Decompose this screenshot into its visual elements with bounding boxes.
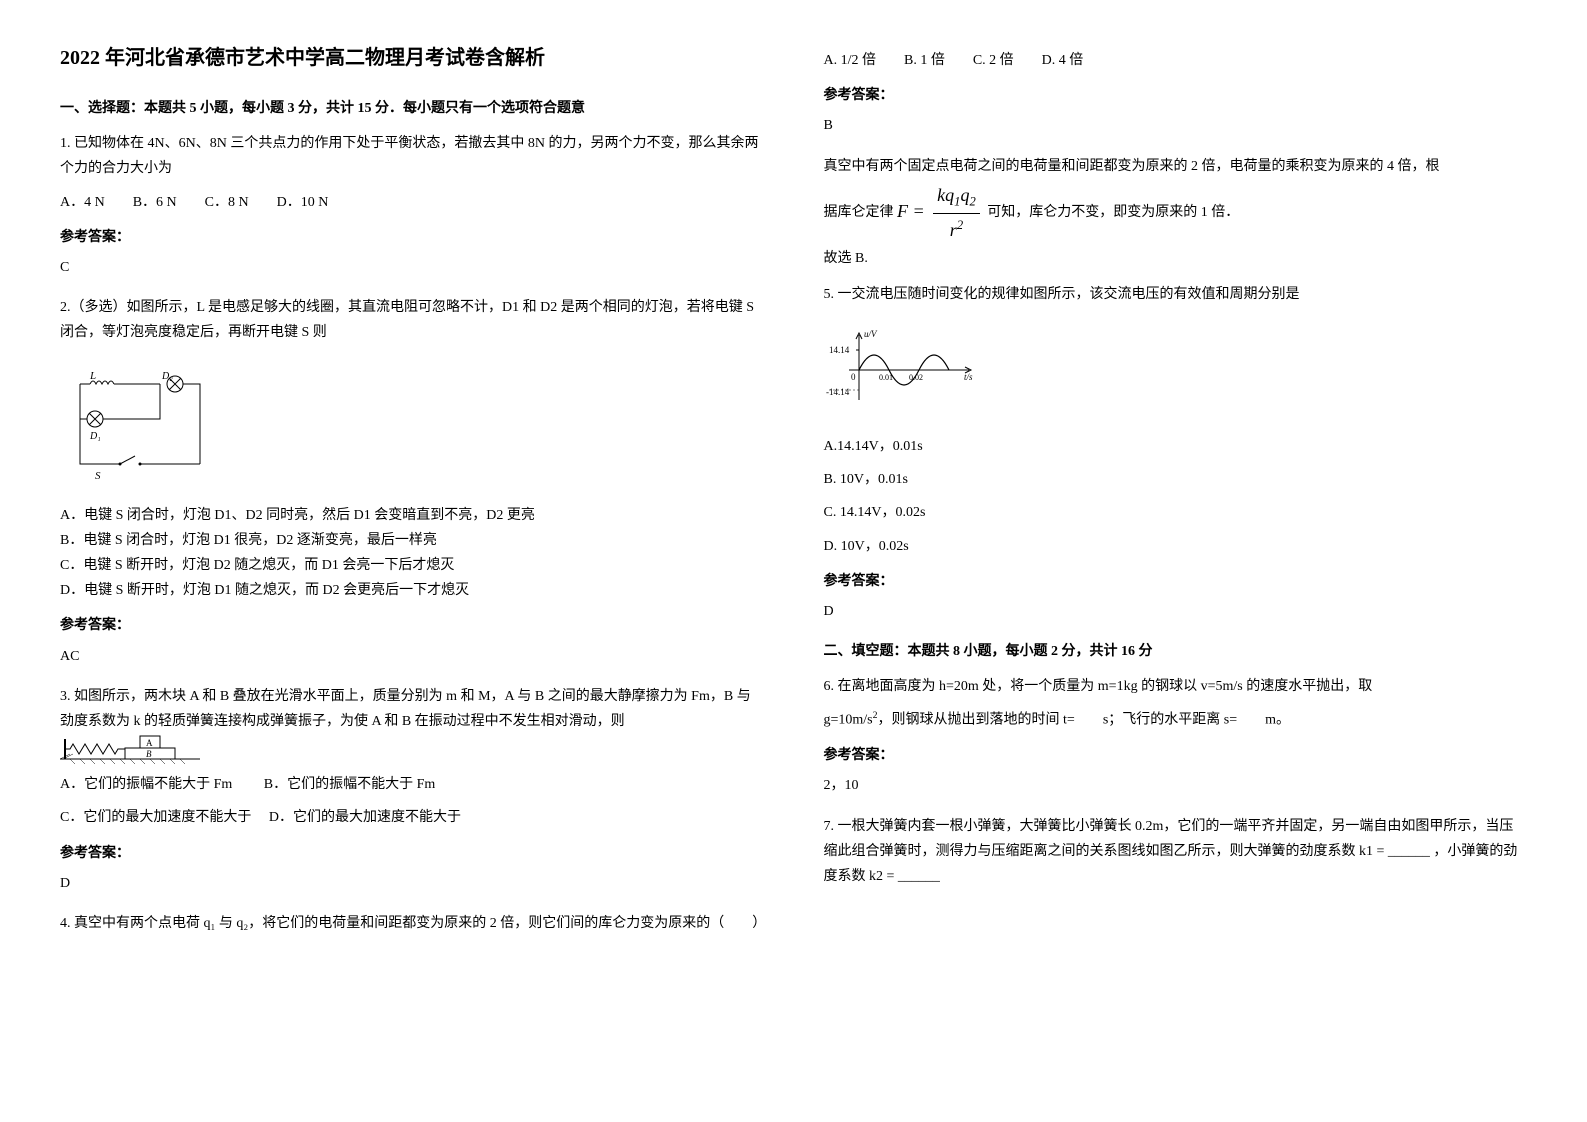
page-title: 2022 年河北省承德市艺术中学高二物理月考试卷含解析 <box>60 40 764 76</box>
q4-text: 4. 真空中有两个点电荷 q₁ 与 q₂，将它们的电荷量和间距都变为原来的 2 … <box>60 911 764 936</box>
q3-text-before: 3. 如图所示，两木块 A 和 B 叠放在光滑水平面上，质量分别为 m 和 M，… <box>60 689 751 729</box>
svg-text:D₁: D₁ <box>89 431 101 442</box>
svg-text:u/V: u/V <box>864 329 878 339</box>
q2-optB: B．电键 S 闭合时，灯泡 D1 很亮，D2 逐渐变亮，最后一样亮 <box>60 528 764 553</box>
q6-text-p1: 6. 在离地面高度为 h=20m 处，将一个质量为 m=1kg 的钢球以 v=5… <box>824 674 1528 699</box>
question-4: 4. 真空中有两个点电荷 q₁ 与 q₂，将它们的电荷量和间距都变为原来的 2 … <box>60 911 764 936</box>
q6-answer: 2，10 <box>824 773 1528 798</box>
q3-optB: B．它们的振幅不能大于 Fm <box>264 777 436 792</box>
section2-header: 二、填空题：本题共 8 小题，每小题 2 分，共计 16 分 <box>824 639 1528 664</box>
q6-p2-before: g=10m/s <box>824 713 873 728</box>
svg-text:-14.14: -14.14 <box>826 387 850 397</box>
q4-explain-line1: 真空中有两个固定点电荷之间的电荷量和间距都变为原来的 2 倍，电荷量的乘积变为原… <box>824 154 1528 179</box>
q2-optA: A．电键 S 闭合时，灯泡 D1、D2 同时亮，然后 D1 会变暗直到不亮，D2… <box>60 503 764 528</box>
q3-answer-label: 参考答案： <box>60 841 764 866</box>
q2-optC: C．电键 S 断开时，灯泡 D2 随之熄灭，而 D1 会亮一下后才熄灭 <box>60 553 764 578</box>
q2-answer: AC <box>60 644 764 669</box>
q5-optC: C. 14.14V，0.02s <box>824 500 1528 525</box>
spring-diagram: A B <box>60 734 200 764</box>
svg-text:B: B <box>146 749 152 759</box>
svg-text:A: A <box>146 738 153 748</box>
svg-text:L: L <box>89 370 96 382</box>
q3-answer: D <box>60 871 764 896</box>
svg-text:0: 0 <box>851 372 856 382</box>
sine-wave-diagram: 14.14 -14.14 0 0.01 0.02 u/V t/s <box>824 325 984 415</box>
right-column: A. 1/2 倍 B. 1 倍 C. 2 倍 D. 4 倍 参考答案： B 真空… <box>824 40 1528 946</box>
q5-optA: A.14.14V，0.01s <box>824 434 1528 459</box>
q2-text: 2.（多选）如图所示，L 是电感足够大的线圈，其直流电阻可忽略不计，D1 和 D… <box>60 295 764 345</box>
q1-answer-label: 参考答案： <box>60 225 764 250</box>
svg-text:S: S <box>95 470 101 482</box>
q5-answer: D <box>824 599 1528 624</box>
question-6: 6. 在离地面高度为 h=20m 处，将一个质量为 m=1kg 的钢球以 v=5… <box>824 674 1528 798</box>
q5-answer-label: 参考答案： <box>824 569 1528 594</box>
q3-options: A．它们的振幅不能大于 Fm B．它们的振幅不能大于 Fm <box>60 772 764 797</box>
q5-optD: D. 10V，0.02s <box>824 534 1528 559</box>
q4-answer-label: 参考答案： <box>824 83 1528 108</box>
question-5: 5. 一交流电压随时间变化的规律如图所示，该交流电压的有效值和周期分别是 14.… <box>824 282 1528 625</box>
svg-text:0.01: 0.01 <box>879 373 893 382</box>
circuit-diagram: L D₂ D₁ S <box>60 364 220 484</box>
q5-text: 5. 一交流电压随时间变化的规律如图所示，该交流电压的有效值和周期分别是 <box>824 282 1528 307</box>
q1-options: A．4 N B．6 N C．8 N D．10 N <box>60 190 764 215</box>
svg-text:t/s: t/s <box>964 372 973 382</box>
question-1: 1. 已知物体在 4N、6N、8N 三个共点力的作用下处于平衡状态，若撤去其中 … <box>60 131 764 280</box>
section1-header: 一、选择题：本题共 5 小题，每小题 3 分，共计 15 分．每小题只有一个选项… <box>60 96 764 121</box>
q6-p2-after: ，则钢球从抛出到落地的时间 t= s；飞行的水平距离 s= m。 <box>878 713 1290 728</box>
q2-answer-label: 参考答案： <box>60 613 764 638</box>
coulomb-formula: F = kq1q2r2 <box>897 179 984 247</box>
q2-optD: D．电键 S 断开时，灯泡 D1 随之熄灭，而 D2 会更亮后一下才熄灭 <box>60 578 764 603</box>
question-3: 3. 如图所示，两木块 A 和 B 叠放在光滑水平面上，质量分别为 m 和 M，… <box>60 684 764 896</box>
q5-optB: B. 10V，0.01s <box>824 467 1528 492</box>
q4-options: A. 1/2 倍 B. 1 倍 C. 2 倍 D. 4 倍 <box>824 48 1528 73</box>
question-2: 2.（多选）如图所示，L 是电感足够大的线圈，其直流电阻可忽略不计，D1 和 D… <box>60 295 764 669</box>
q4-explain-prefix: 据库仑定律 <box>824 205 894 220</box>
q4-conclusion: 故选 B. <box>824 246 1528 271</box>
q6-text-p2: g=10m/s2，则钢球从抛出到落地的时间 t= s；飞行的水平距离 s= m。 <box>824 707 1528 733</box>
q4-explain-line2: 据库仑定律 F = kq1q2r2 可知，库仑力不变，即变为原来的 1 倍． <box>824 179 1528 247</box>
svg-text:0.02: 0.02 <box>909 373 923 382</box>
q3-optD: D．它们的最大加速度不能大于 <box>269 810 461 825</box>
q6-answer-label: 参考答案： <box>824 743 1528 768</box>
q7-text: 7. 一根大弹簧内套一根小弹簧，大弹簧比小弹簧长 0.2m，它们的一端平齐并固定… <box>824 814 1528 890</box>
left-column: 2022 年河北省承德市艺术中学高二物理月考试卷含解析 一、选择题：本题共 5 … <box>60 40 764 946</box>
q4-explain-after: 可知，库仑力不变，即变为原来的 1 倍． <box>987 205 1239 220</box>
q3-optA: A．它们的振幅不能大于 Fm <box>60 777 232 792</box>
question-7: 7. 一根大弹簧内套一根小弹簧，大弹簧比小弹簧长 0.2m，它们的一端平齐并固定… <box>824 814 1528 890</box>
q3-optC: C．它们的最大加速度不能大于 <box>60 810 251 825</box>
q1-text: 1. 已知物体在 4N、6N、8N 三个共点力的作用下处于平衡状态，若撤去其中 … <box>60 131 764 181</box>
svg-text:14.14: 14.14 <box>829 345 850 355</box>
q3-options2: C．它们的最大加速度不能大于 D．它们的最大加速度不能大于 <box>60 805 764 830</box>
q1-answer: C <box>60 255 764 280</box>
q4-answer: B <box>824 113 1528 138</box>
q3-text: 3. 如图所示，两木块 A 和 B 叠放在光滑水平面上，质量分别为 m 和 M，… <box>60 684 764 764</box>
